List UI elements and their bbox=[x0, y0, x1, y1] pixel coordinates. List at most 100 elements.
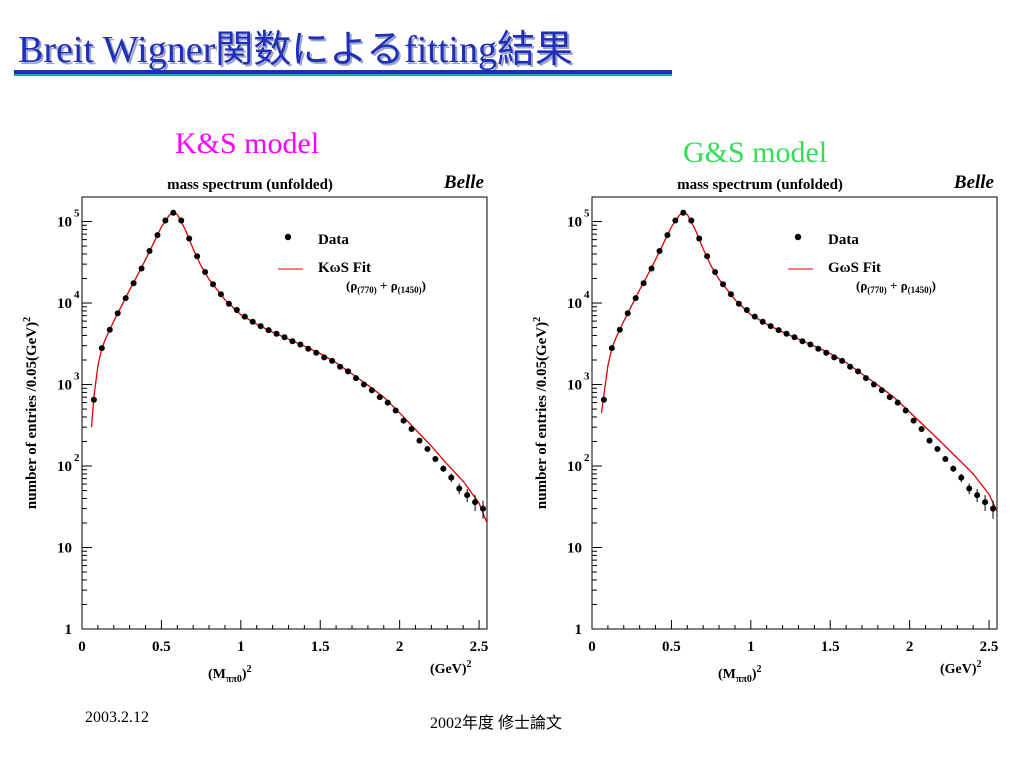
data-point bbox=[831, 354, 838, 361]
fit-curve bbox=[600, 212, 998, 512]
data-point bbox=[337, 363, 344, 370]
fit-curve bbox=[90, 212, 488, 524]
title-underline bbox=[14, 70, 672, 76]
data-point bbox=[352, 375, 359, 382]
data-point bbox=[712, 269, 719, 276]
data-point bbox=[720, 281, 727, 288]
data-point bbox=[600, 396, 607, 403]
data-point bbox=[440, 465, 447, 472]
data-point bbox=[178, 217, 185, 224]
data-point bbox=[217, 291, 224, 298]
data-point bbox=[966, 485, 973, 492]
y-tick-label: 10 bbox=[567, 459, 582, 475]
chart-title: mass spectrum (unfolded) bbox=[167, 177, 333, 193]
data-point bbox=[839, 357, 846, 364]
data-point bbox=[727, 291, 734, 298]
data-point bbox=[464, 492, 471, 499]
legend-data-marker bbox=[284, 233, 292, 241]
data-point bbox=[704, 253, 711, 260]
y-tick-label: 10 bbox=[57, 459, 72, 475]
data-point bbox=[656, 247, 663, 254]
data-point bbox=[138, 265, 145, 272]
y-tick-label: 10 bbox=[567, 541, 582, 557]
data-point bbox=[225, 300, 232, 307]
data-point bbox=[472, 499, 479, 506]
plot-frame bbox=[591, 196, 998, 630]
data-point bbox=[408, 425, 415, 432]
data-point bbox=[114, 310, 121, 317]
data-point bbox=[847, 363, 854, 370]
data-point bbox=[640, 280, 647, 287]
legend-data-label: Data bbox=[828, 232, 859, 248]
y-tick-label: 1 bbox=[65, 622, 73, 638]
y-tick-exponent: 4 bbox=[74, 289, 80, 301]
y-tick-exponent: 2 bbox=[74, 452, 80, 464]
x-axis-label: (Mππ0)2 bbox=[208, 664, 252, 685]
x-tick-label: 1 bbox=[237, 639, 245, 655]
y-tick-label: 10 bbox=[57, 215, 72, 231]
data-point bbox=[98, 345, 105, 352]
footer-date: 2003.2.12 bbox=[85, 709, 149, 726]
data-point bbox=[289, 338, 296, 345]
plot-frame bbox=[81, 196, 488, 630]
y-tick-label: 1 bbox=[575, 622, 583, 638]
y-tick-label: 10 bbox=[57, 296, 72, 312]
data-point bbox=[384, 399, 391, 406]
x-axis-unit: (GeV)2 bbox=[940, 659, 982, 677]
data-point bbox=[130, 280, 137, 287]
data-point bbox=[632, 295, 639, 302]
y-tick-label: 10 bbox=[567, 378, 582, 394]
data-point bbox=[878, 387, 885, 394]
x-tick-label: 0 bbox=[588, 639, 596, 655]
data-point bbox=[480, 505, 487, 512]
y-tick-label: 10 bbox=[567, 296, 582, 312]
x-tick-label: 2 bbox=[906, 639, 914, 655]
data-point bbox=[416, 437, 423, 444]
x-tick-label: 0.5 bbox=[662, 639, 681, 655]
data-point bbox=[990, 505, 997, 512]
data-point bbox=[886, 394, 893, 401]
data-point bbox=[249, 318, 256, 325]
x-tick-label: 2 bbox=[396, 639, 404, 655]
data-point bbox=[950, 465, 957, 472]
legend-fit-note: (ρ(770) + ρ(1450)) bbox=[346, 278, 426, 295]
data-point bbox=[202, 269, 209, 276]
data-point bbox=[624, 310, 631, 317]
x-tick-label: 1.5 bbox=[821, 639, 840, 655]
data-point bbox=[273, 330, 280, 337]
data-point bbox=[862, 375, 869, 382]
data-point bbox=[696, 235, 703, 242]
y-tick-exponent: 4 bbox=[584, 289, 590, 301]
data-point bbox=[735, 300, 742, 307]
data-point bbox=[281, 334, 288, 341]
data-point bbox=[210, 281, 217, 288]
data-point bbox=[751, 313, 758, 320]
data-point bbox=[313, 349, 320, 356]
legend-fit-note: (ρ(770) + ρ(1450)) bbox=[856, 278, 936, 295]
data-point bbox=[122, 295, 129, 302]
data-point bbox=[106, 326, 113, 333]
x-tick-label: 1 bbox=[747, 639, 755, 655]
legend-data-marker bbox=[794, 233, 802, 241]
data-point bbox=[392, 407, 399, 414]
y-tick-exponent: 3 bbox=[584, 371, 590, 383]
data-point bbox=[775, 327, 782, 334]
data-point bbox=[664, 232, 671, 239]
y-tick-label: 10 bbox=[567, 215, 582, 231]
data-point bbox=[791, 334, 798, 341]
data-point bbox=[146, 247, 153, 254]
data-point bbox=[974, 492, 981, 499]
data-point bbox=[799, 338, 806, 345]
chart-title: mass spectrum (unfolded) bbox=[677, 177, 843, 193]
belle-logo: Belle bbox=[443, 172, 485, 193]
y-axis-label: number of entries /0.05(GeV)2 bbox=[22, 317, 40, 509]
x-tick-label: 2.5 bbox=[470, 639, 489, 655]
data-point bbox=[456, 485, 463, 492]
x-tick-label: 0 bbox=[78, 639, 86, 655]
x-tick-label: 0.5 bbox=[152, 639, 171, 655]
belle-logo: Belle bbox=[953, 172, 995, 193]
y-tick-exponent: 5 bbox=[584, 208, 590, 220]
data-point bbox=[918, 425, 925, 432]
data-point bbox=[855, 368, 862, 375]
data-point bbox=[743, 307, 750, 314]
